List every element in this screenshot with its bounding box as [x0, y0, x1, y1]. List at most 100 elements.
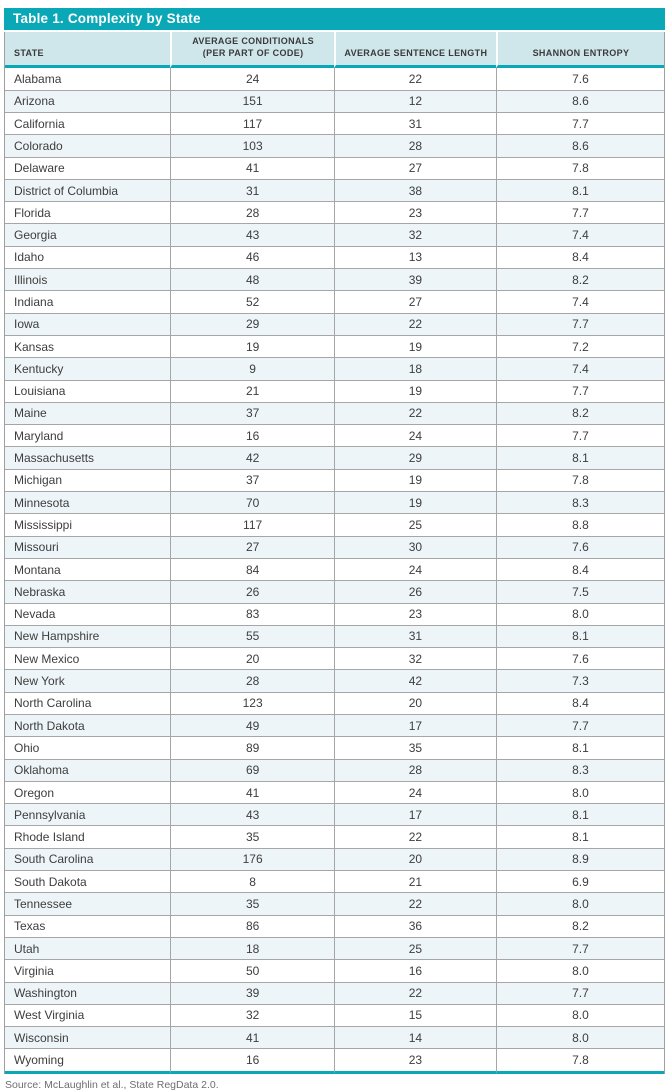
sentence-length-cell: 38 [333, 179, 496, 203]
sentence-length-cell: 16 [333, 960, 496, 983]
conditionals-cell: 42 [170, 447, 334, 470]
entropy-cell: 8.6 [495, 135, 664, 158]
table-row: North Carolina 123 20 8.4 [5, 692, 664, 715]
column-header-average-conditionals: AVERAGE CONDITIONALS (PER PART OF CODE) [170, 32, 334, 69]
sentence-length-cell: 27 [333, 291, 496, 314]
conditionals-cell: 16 [170, 425, 334, 448]
entropy-cell: 8.2 [495, 915, 664, 938]
entropy-cell: 7.7 [495, 313, 664, 336]
table-row: Utah 18 25 7.7 [5, 937, 664, 961]
table-row: Wisconsin 41 14 8.0 [5, 1027, 664, 1050]
entropy-cell: 7.3 [495, 670, 664, 693]
sentence-length-cell: 24 [333, 558, 496, 582]
sentence-length-cell: 28 [333, 135, 496, 158]
sentence-length-cell: 20 [333, 692, 496, 715]
state-cell: Idaho [5, 246, 171, 270]
table-row: Alabama 24 22 7.6 [5, 68, 664, 91]
entropy-cell: 7.8 [495, 157, 664, 180]
entropy-cell: 7.6 [495, 536, 664, 559]
sentence-length-cell: 28 [333, 759, 496, 782]
table-row: Massachusetts 42 29 8.1 [5, 447, 664, 470]
state-cell: Colorado [5, 135, 171, 158]
state-cell: Texas [5, 915, 171, 938]
sentence-length-cell: 23 [333, 603, 496, 626]
source-note: Source: McLaughlin et al., State RegData… [5, 1078, 219, 1091]
conditionals-cell: 20 [170, 648, 334, 671]
sentence-length-cell: 21 [333, 871, 496, 894]
entropy-cell: 8.1 [495, 447, 664, 470]
complexity-table: STATE AVERAGE CONDITIONALS (PER PART OF … [5, 32, 664, 1074]
table-row: District of Columbia 31 38 8.1 [5, 179, 664, 203]
sentence-length-cell: 24 [333, 781, 496, 805]
state-cell: Louisiana [5, 380, 171, 403]
table-row: Virginia 50 16 8.0 [5, 960, 664, 983]
conditionals-cell: 117 [170, 514, 334, 537]
header-row: STATE AVERAGE CONDITIONALS (PER PART OF … [5, 32, 664, 69]
sentence-length-cell: 31 [333, 625, 496, 649]
entropy-cell: 8.1 [495, 179, 664, 203]
entropy-cell: 7.4 [495, 358, 664, 381]
entropy-cell: 7.7 [495, 714, 664, 738]
sentence-length-cell: 19 [333, 380, 496, 403]
table-row: Arizona 151 12 8.6 [5, 90, 664, 113]
sentence-length-cell: 32 [333, 648, 496, 671]
entropy-cell: 7.6 [495, 648, 664, 671]
entropy-cell: 8.3 [495, 492, 664, 515]
table-row: Kansas 19 19 7.2 [5, 335, 664, 359]
conditionals-cell: 103 [170, 135, 334, 158]
conditionals-cell: 151 [170, 90, 334, 113]
conditionals-cell: 18 [170, 937, 334, 961]
conditionals-cell: 43 [170, 804, 334, 827]
conditionals-cell: 28 [170, 202, 334, 225]
entropy-cell: 8.1 [495, 625, 664, 649]
conditionals-cell: 55 [170, 625, 334, 649]
sentence-length-cell: 39 [333, 269, 496, 292]
table-row: New Mexico 20 32 7.6 [5, 648, 664, 671]
conditionals-cell: 35 [170, 893, 334, 916]
entropy-cell: 8.4 [495, 558, 664, 582]
table-row: Montana 84 24 8.4 [5, 558, 664, 582]
table-row: New York 28 42 7.3 [5, 670, 664, 693]
conditionals-cell: 70 [170, 492, 334, 515]
conditionals-cell: 27 [170, 536, 334, 559]
entropy-cell: 8.2 [495, 269, 664, 292]
state-cell: South Carolina [5, 848, 171, 872]
conditionals-cell: 69 [170, 759, 334, 782]
state-cell: Rhode Island [5, 826, 171, 849]
state-cell: Georgia [5, 224, 171, 247]
conditionals-cell: 52 [170, 291, 334, 314]
table-row: Washington 39 22 7.7 [5, 982, 664, 1005]
entropy-cell: 7.8 [495, 469, 664, 493]
entropy-cell: 7.8 [495, 1049, 664, 1074]
sentence-length-cell: 22 [333, 68, 496, 91]
entropy-cell: 7.7 [495, 202, 664, 225]
entropy-cell: 8.8 [495, 514, 664, 537]
conditionals-cell: 19 [170, 335, 334, 359]
state-cell: Alabama [5, 68, 171, 91]
table-row: Maryland 16 24 7.7 [5, 425, 664, 448]
sentence-length-cell: 22 [333, 313, 496, 336]
entropy-cell: 8.0 [495, 781, 664, 805]
table-row: South Dakota 8 21 6.9 [5, 871, 664, 894]
state-cell: Virginia [5, 960, 171, 983]
sentence-length-cell: 22 [333, 982, 496, 1005]
table-row: Georgia 43 32 7.4 [5, 224, 664, 247]
state-cell: Mississippi [5, 514, 171, 537]
state-cell: Kentucky [5, 358, 171, 381]
sentence-length-cell: 22 [333, 402, 496, 426]
sentence-length-cell: 14 [333, 1027, 496, 1050]
sentence-length-cell: 42 [333, 670, 496, 693]
sentence-length-cell: 29 [333, 447, 496, 470]
state-cell: North Carolina [5, 692, 171, 715]
state-cell: Wyoming [5, 1049, 171, 1074]
table-row: Oklahoma 69 28 8.3 [5, 759, 664, 782]
state-cell: Massachusetts [5, 447, 171, 470]
sentence-length-cell: 30 [333, 536, 496, 559]
conditionals-cell: 26 [170, 581, 334, 604]
state-cell: Missouri [5, 536, 171, 559]
table-row: West Virginia 32 15 8.0 [5, 1004, 664, 1028]
entropy-cell: 8.0 [495, 960, 664, 983]
table-row: California 117 31 7.7 [5, 112, 664, 136]
state-cell: West Virginia [5, 1004, 171, 1028]
state-cell: Maine [5, 402, 171, 426]
